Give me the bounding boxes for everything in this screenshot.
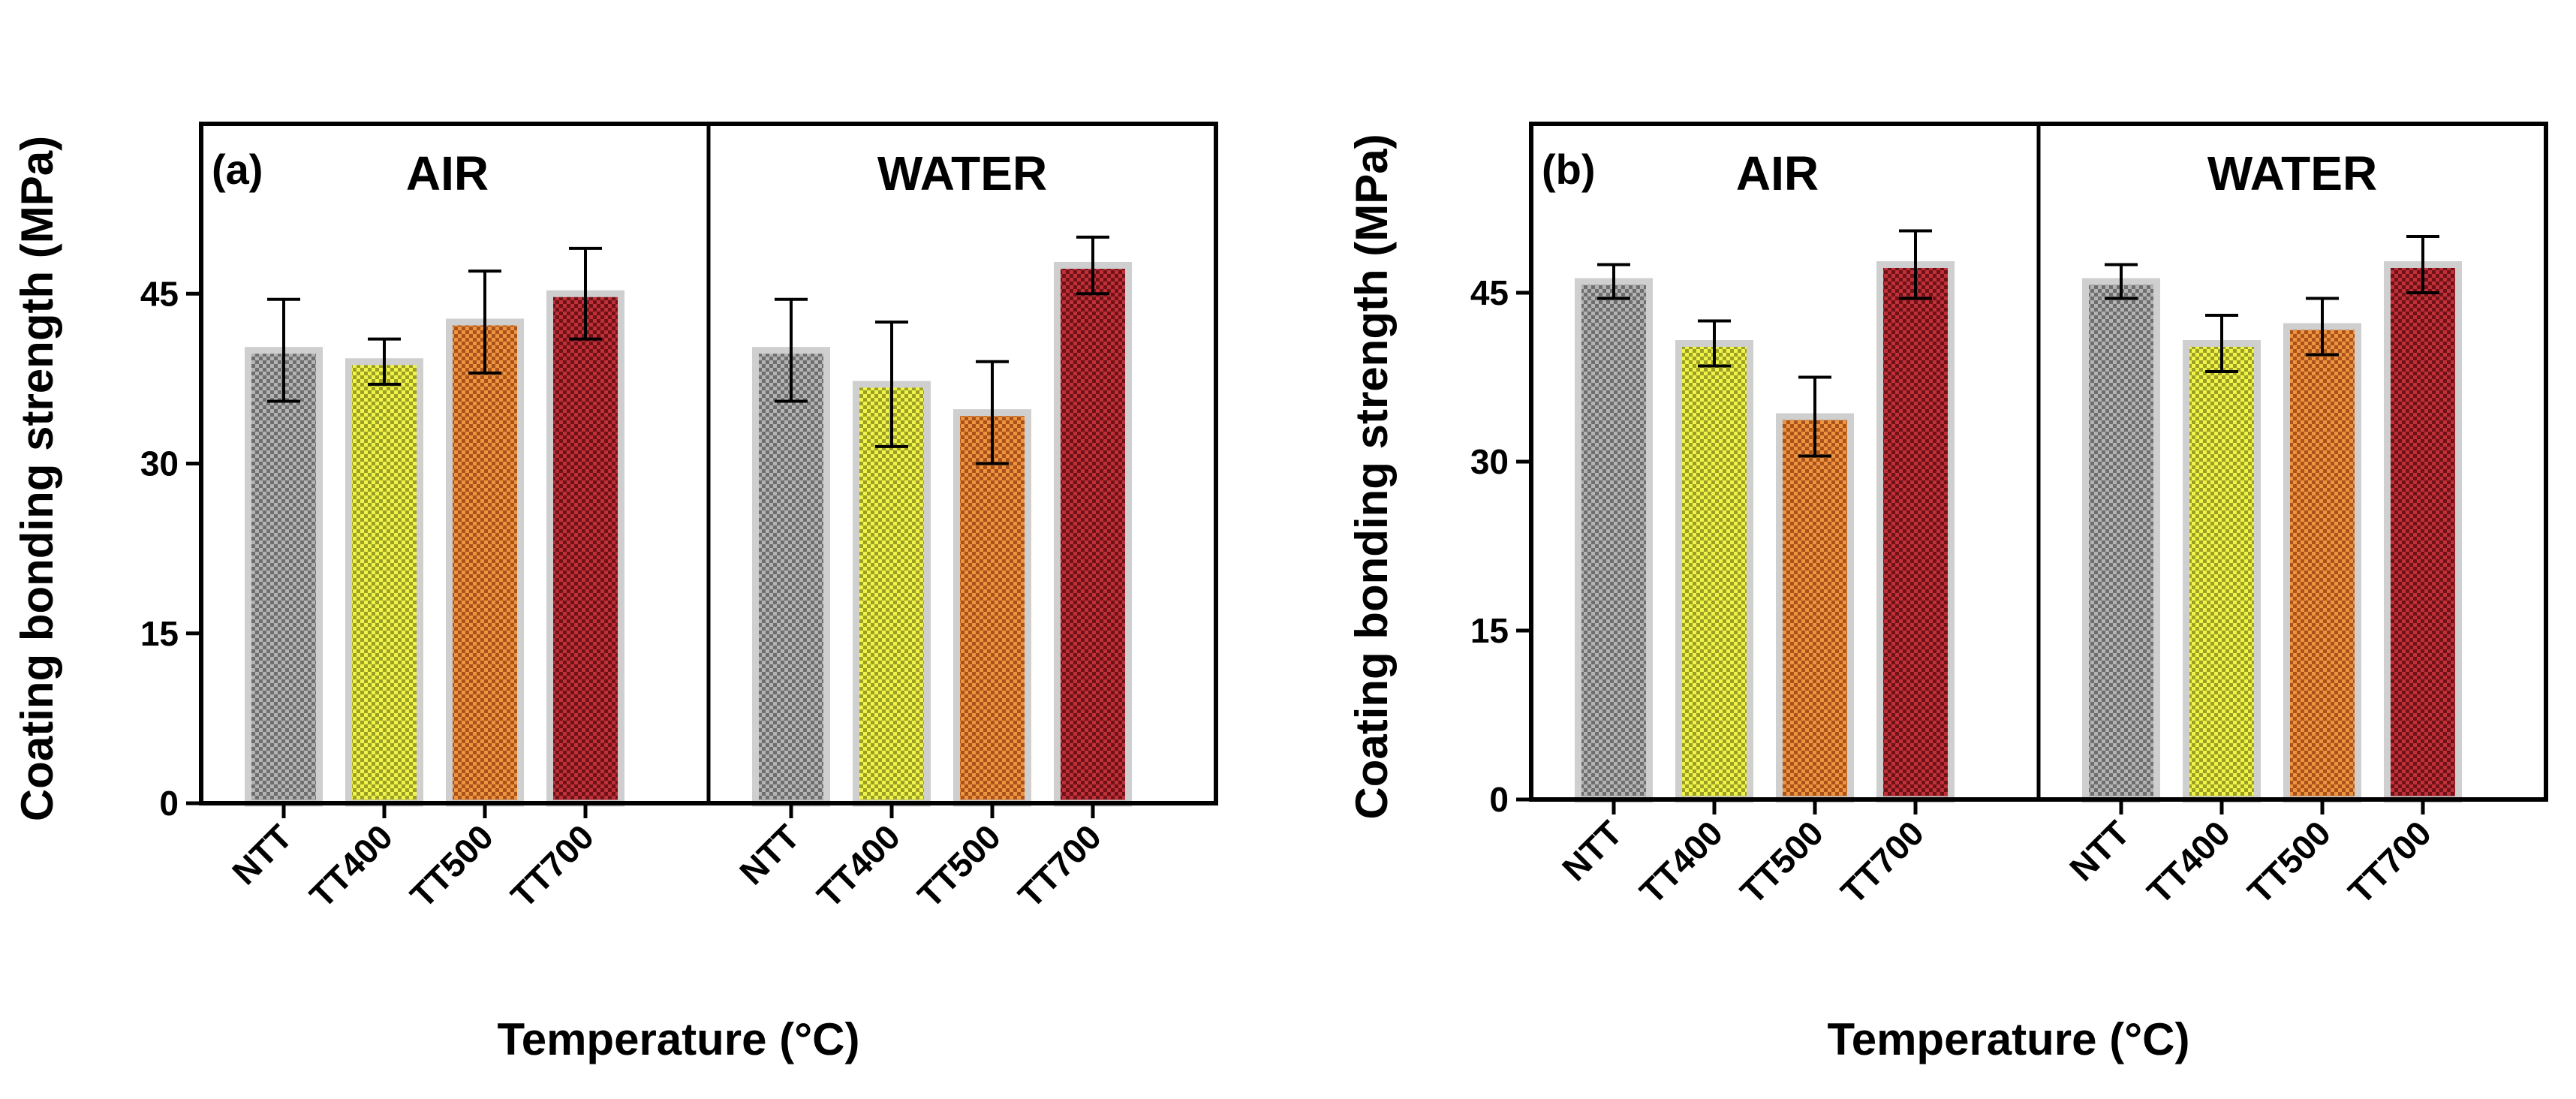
error-bar-water-ntt (775, 297, 808, 403)
y-tick-label: 15 (1470, 611, 1509, 650)
bar-air-tt700 (1876, 261, 1955, 803)
y-tick-label: 30 (140, 444, 179, 483)
section-title-water: WATER (2207, 146, 2377, 200)
bar-air-ntt (1575, 278, 1653, 803)
x-tick-label-water-tt400: TT400 (2139, 813, 2237, 911)
x-tick-label-water-ntt: NTT (732, 817, 807, 892)
x-tick-label-water-tt700: TT700 (1010, 817, 1109, 915)
y-axis-title: Coating bonding strength (MPa) (1347, 134, 1397, 819)
error-bar-water-tt500 (976, 360, 1009, 465)
bar-air-tt400 (1675, 340, 1753, 803)
bar-water-tt500 (2283, 323, 2361, 803)
error-bar-air-tt500 (1798, 375, 1831, 458)
section-title-air: AIR (406, 146, 489, 200)
x-tick-label-air-tt400: TT400 (302, 817, 400, 915)
y-tick-label: 45 (1470, 273, 1509, 312)
error-bar-water-tt700 (1076, 235, 1109, 296)
x-tick-label-water-tt400: TT400 (809, 817, 907, 915)
error-bar-air-tt400 (368, 337, 401, 386)
x-tick-label-air-tt400: TT400 (1632, 813, 1730, 911)
section-title-water: WATER (877, 146, 1047, 200)
y-tick-label: 0 (1489, 780, 1509, 819)
error-bar-water-tt400 (875, 320, 908, 448)
x-tick-label-air-ntt: NTT (1554, 813, 1630, 888)
panel-label: (b) (1542, 146, 1596, 193)
bar-air-ntt (245, 347, 323, 807)
x-tick-label-air-tt500: TT500 (1732, 813, 1831, 911)
error-bar-water-tt700 (2406, 235, 2439, 294)
bar-water-ntt (752, 347, 830, 807)
x-tick-label-water-ntt: NTT (2062, 813, 2137, 888)
bar-water-tt700 (2384, 261, 2462, 803)
x-tick-label-air-tt700: TT700 (1833, 813, 1931, 911)
bar-water-tt400 (2183, 340, 2261, 803)
y-tick-label: 30 (1470, 442, 1509, 481)
x-tick-label-air-tt700: TT700 (503, 817, 601, 915)
x-axis-title: Temperature (°C) (498, 1014, 860, 1064)
y-tick-label: 0 (159, 784, 179, 823)
x-axis-title: Temperature (°C) (1828, 1014, 2190, 1064)
bar-air-tt500 (1776, 413, 1854, 803)
error-bar-air-tt400 (1698, 319, 1731, 368)
y-tick-label: 45 (140, 274, 179, 313)
error-bar-air-tt700 (569, 246, 602, 341)
error-bar-water-tt500 (2306, 297, 2339, 357)
bar-water-tt700 (1054, 262, 1132, 807)
error-bar-air-ntt (1597, 263, 1630, 300)
error-bar-water-ntt (2105, 263, 2138, 300)
y-axis-title: Coating bonding strength (MPa) (12, 136, 62, 821)
bar-air-tt400 (345, 358, 423, 807)
error-bar-air-ntt (267, 297, 300, 403)
x-tick-label-water-tt700: TT700 (2340, 813, 2439, 911)
x-tick-label-air-tt500: TT500 (402, 817, 501, 915)
x-tick-label-water-tt500: TT500 (910, 817, 1008, 915)
y-tick-label: 15 (140, 614, 179, 653)
error-bar-water-tt400 (2205, 314, 2238, 373)
x-tick-label-air-ntt: NTT (224, 817, 299, 892)
bar-water-ntt (2082, 278, 2160, 803)
section-title-air: AIR (1736, 146, 1819, 200)
error-bar-air-tt500 (468, 269, 501, 375)
error-bar-air-tt700 (1899, 229, 1932, 300)
bar-air-tt500 (446, 318, 524, 807)
bar-air-tt700 (546, 290, 624, 807)
panel-label: (a) (212, 146, 263, 193)
bar-water-tt500 (953, 409, 1031, 807)
x-tick-label-water-tt500: TT500 (2240, 813, 2338, 911)
